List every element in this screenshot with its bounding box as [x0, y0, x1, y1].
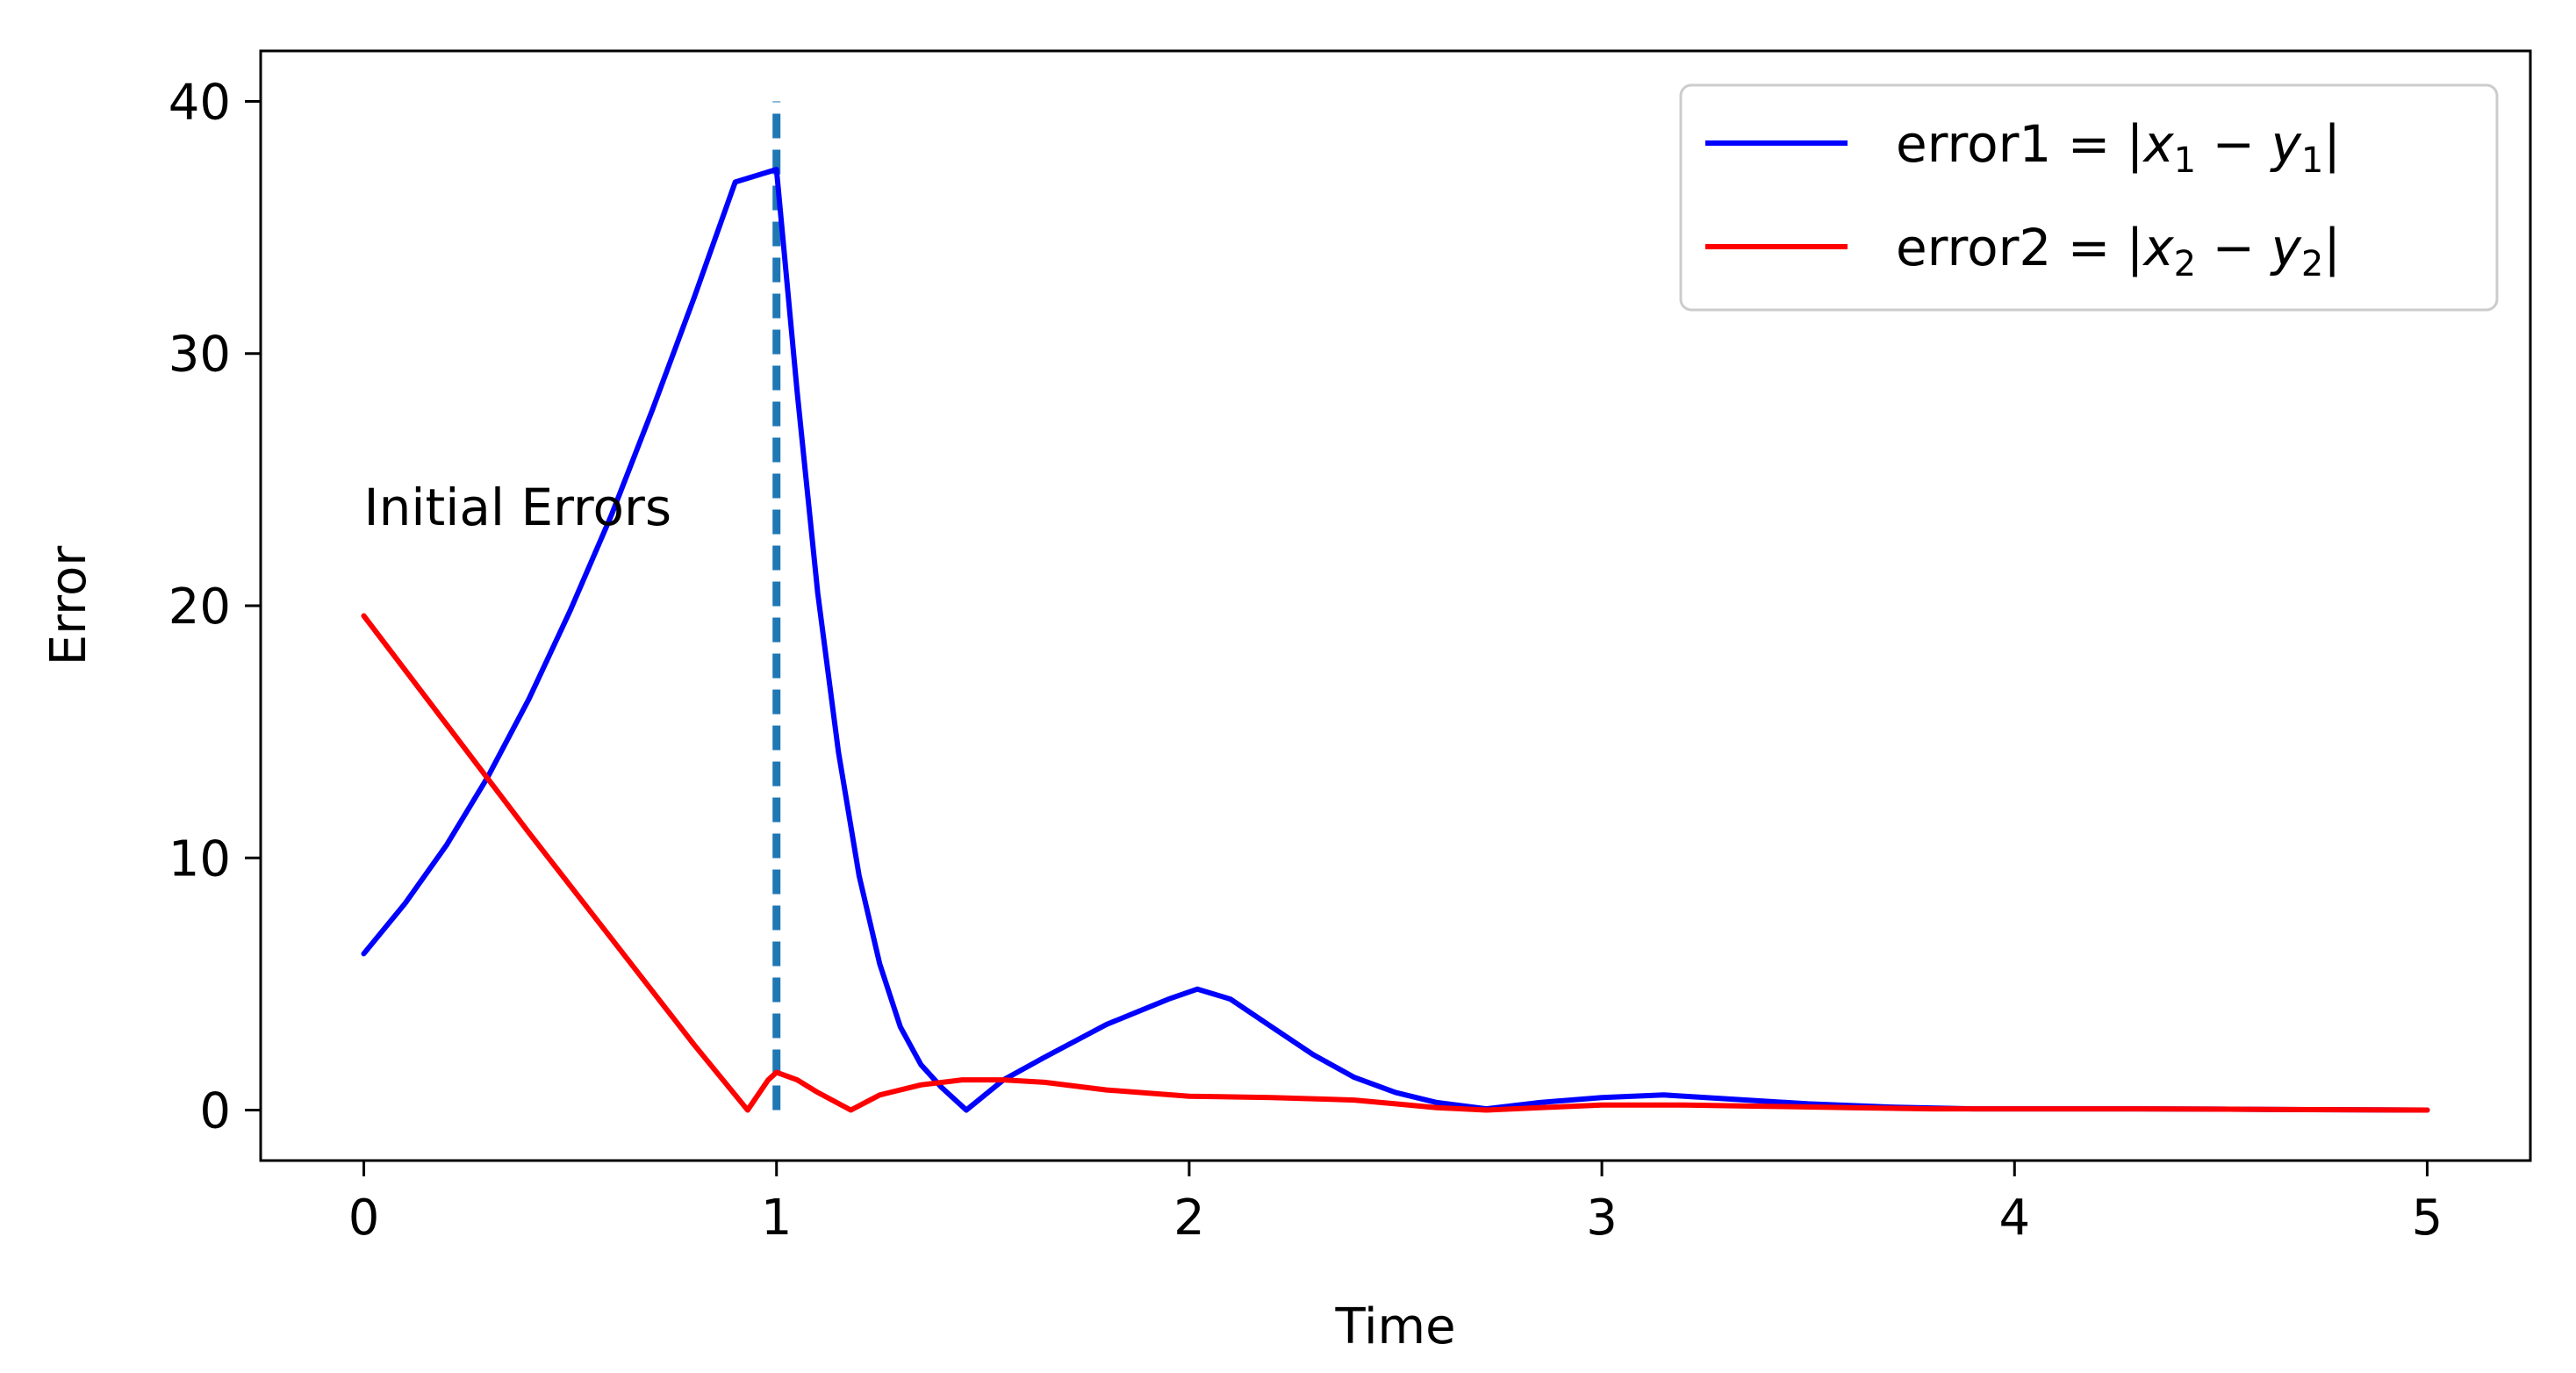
y-tick-label: 30: [169, 327, 231, 384]
legend: error1 = |x1 − y1| error2 = |x2 − y2|: [1679, 83, 2499, 312]
y-tick-label: 10: [169, 830, 231, 888]
x-tick-label: 4: [1998, 1190, 2030, 1247]
x-axis-label: Time: [1334, 1298, 1455, 1355]
initial-errors-annotation: Initial Errors: [364, 478, 672, 537]
y-tick-label: 20: [169, 579, 231, 636]
y-tick-label: 40: [169, 74, 231, 131]
x-tick-label: 1: [761, 1190, 793, 1247]
y-axis-ticks: 0 10 20 30 40: [169, 74, 261, 1140]
legend-label-error2: error2 = |x2 − y2|: [1896, 218, 2341, 284]
plot-frame: [259, 49, 2532, 1162]
x-axis-ticks: 0 1 2 3 4 5: [348, 1161, 2443, 1247]
error1-line: [361, 167, 2430, 1113]
x-tick-label: 0: [348, 1190, 380, 1247]
x-tick-label: 5: [2412, 1190, 2443, 1247]
plot-area: [361, 101, 2430, 1113]
y-tick-label: 0: [199, 1083, 231, 1140]
y-axis-label: Error: [40, 545, 97, 665]
error2-line: [361, 613, 2430, 1113]
x-tick-label: 3: [1586, 1190, 1618, 1247]
x-tick-label: 2: [1173, 1190, 1205, 1247]
legend-box: [1679, 83, 2499, 312]
legend-label-error1: error1 = |x1 − y1|: [1896, 114, 2341, 181]
